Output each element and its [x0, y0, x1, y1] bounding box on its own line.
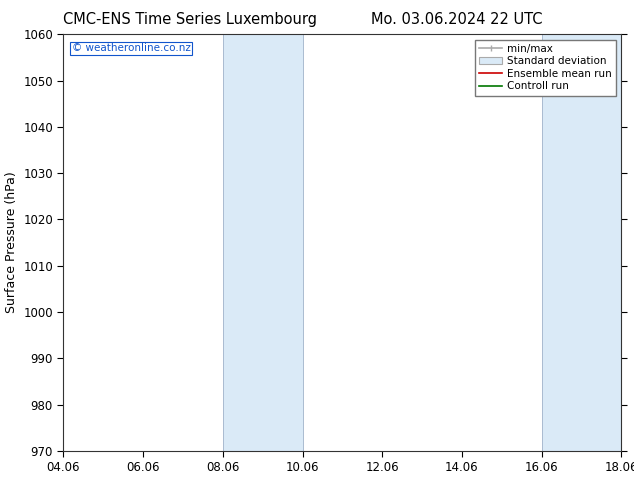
Y-axis label: Surface Pressure (hPa): Surface Pressure (hPa) [4, 172, 18, 314]
Text: Mo. 03.06.2024 22 UTC: Mo. 03.06.2024 22 UTC [371, 12, 542, 27]
Bar [541, 34, 621, 451]
Text: CMC-ENS Time Series Luxembourg: CMC-ENS Time Series Luxembourg [63, 12, 317, 27]
Bar [223, 34, 302, 451]
Text: © weatheronline.co.nz: © weatheronline.co.nz [72, 44, 191, 53]
Legend: min/max, Standard deviation, Ensemble mean run, Controll run: min/max, Standard deviation, Ensemble me… [475, 40, 616, 96]
